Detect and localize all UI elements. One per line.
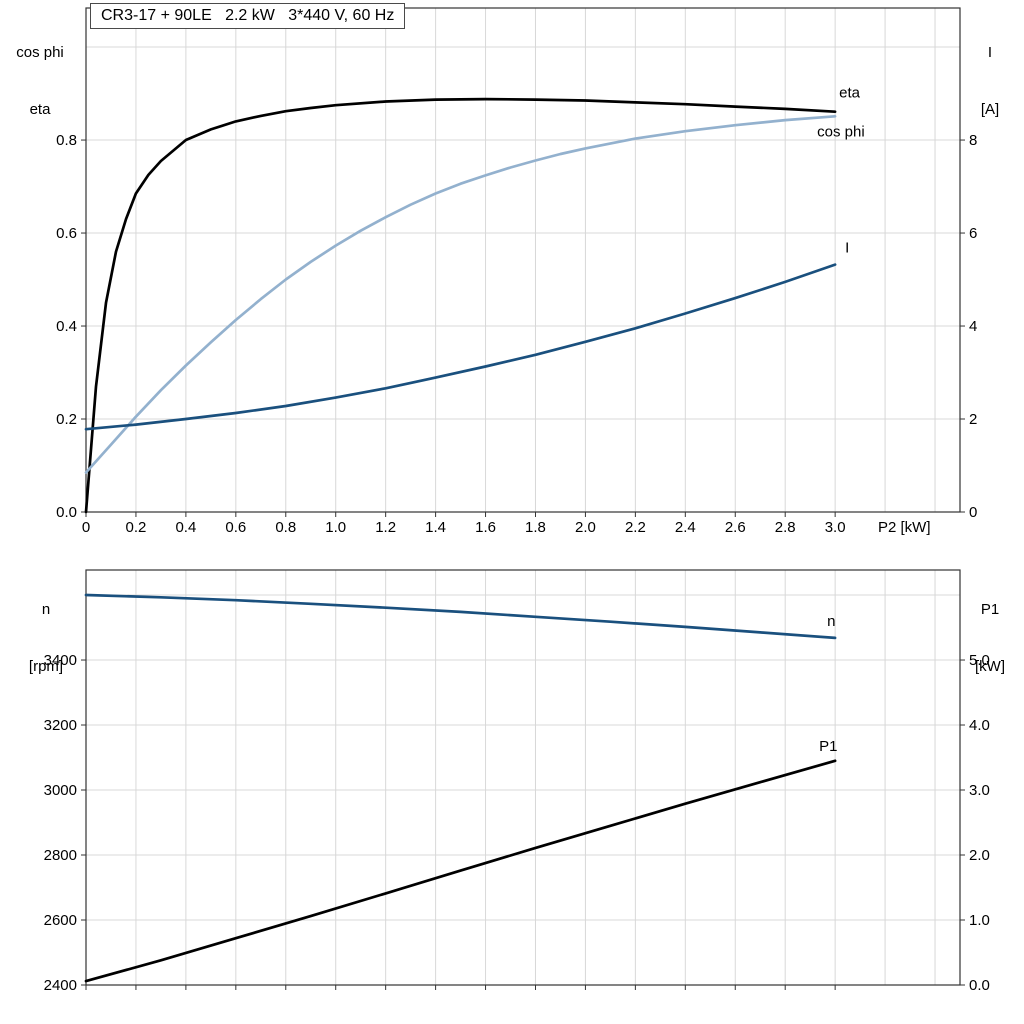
- x-tick-label: 1.8: [525, 519, 546, 536]
- x-tick-label: 3.0: [825, 519, 846, 536]
- x-tick-label: 2.0: [575, 519, 596, 536]
- top-left-axis-title: cos phi eta: [2, 5, 78, 157]
- y-left-tick-label: 3400: [44, 652, 77, 669]
- curve-label-speed: n: [827, 613, 835, 630]
- x-tick-label: 2.2: [625, 519, 646, 536]
- speed-axis-label: n: [41, 601, 51, 618]
- x-tick-label: 1.6: [475, 519, 496, 536]
- x-tick-label: 2.8: [775, 519, 796, 536]
- x-tick-label: 0.8: [275, 519, 296, 536]
- y-left-tick-label: 2800: [44, 847, 77, 864]
- speed-unit-label: [rpm]: [28, 658, 64, 675]
- y-right-tick-label: 4.0: [969, 717, 990, 734]
- top-right-axis-title: I [A]: [962, 5, 1018, 157]
- x-tick-label: 0.2: [126, 519, 147, 536]
- curve-p1: [84, 759, 837, 983]
- current-axis-label: I: [987, 44, 993, 61]
- y-right-tick-label: 3.0: [969, 782, 990, 799]
- plot-frame: [85, 7, 961, 513]
- y-left-tick-label: 0.2: [56, 411, 77, 428]
- curve-label-current: I: [845, 240, 849, 257]
- curve-cos-phi: [84, 114, 837, 474]
- curve-label-cos-phi: cos phi: [817, 123, 865, 140]
- y-left-tick-label: 2400: [44, 977, 77, 994]
- chart-title: CR3-17 + 90LE 2.2 kW 3*440 V, 60 Hz: [90, 3, 406, 29]
- y-right-tick-label: 0: [969, 504, 977, 521]
- plot-frame: [85, 569, 961, 986]
- y-right-tick-label: 1.0: [969, 912, 990, 929]
- y-right-tick-label: 5.0: [969, 652, 990, 669]
- x-tick-label: 0.4: [175, 519, 196, 536]
- current-unit-label: [A]: [980, 101, 1000, 118]
- x-axis-title: P2 [kW]: [878, 519, 931, 536]
- curve-eta: [84, 97, 837, 514]
- cos-phi-axis-label: cos phi: [16, 44, 64, 61]
- p1-unit-label: [kW]: [975, 658, 1005, 675]
- y-left-tick-label: 0.0: [56, 504, 77, 521]
- x-tick-label: 0.6: [225, 519, 246, 536]
- p1-axis-label: P1: [980, 601, 1000, 618]
- x-tick-label: 1.4: [425, 519, 446, 536]
- curve-label-eta: eta: [839, 85, 861, 102]
- y-left-tick-label: 3000: [44, 782, 77, 799]
- eta-axis-label: eta: [29, 101, 51, 118]
- x-tick-label: 2.6: [725, 519, 746, 536]
- x-tick-label: 1.0: [325, 519, 346, 536]
- x-tick-label: 0: [82, 519, 90, 536]
- y-right-tick-label: 4: [969, 318, 977, 335]
- bottom-left-axis-title: n [rpm]: [8, 562, 84, 714]
- y-left-tick-label: 2600: [44, 912, 77, 929]
- curve-speed: [84, 593, 837, 640]
- y-right-tick-label: 2: [969, 411, 977, 428]
- x-tick-label: 2.4: [675, 519, 696, 536]
- y-right-tick-label: 0.0: [969, 977, 990, 994]
- curve-label-p1: P1: [819, 738, 837, 755]
- y-left-tick-label: 0.6: [56, 225, 77, 242]
- y-right-tick-label: 2.0: [969, 847, 990, 864]
- x-tick-label: 1.2: [375, 519, 396, 536]
- y-right-tick-label: 8: [969, 132, 977, 149]
- bottom-right-axis-title: P1 [kW]: [962, 562, 1018, 714]
- y-right-tick-label: 6: [969, 225, 977, 242]
- curve-current: [84, 263, 837, 431]
- y-left-tick-label: 3200: [44, 717, 77, 734]
- y-left-tick-label: 0.4: [56, 318, 77, 335]
- y-left-tick-label: 0.8: [56, 132, 77, 149]
